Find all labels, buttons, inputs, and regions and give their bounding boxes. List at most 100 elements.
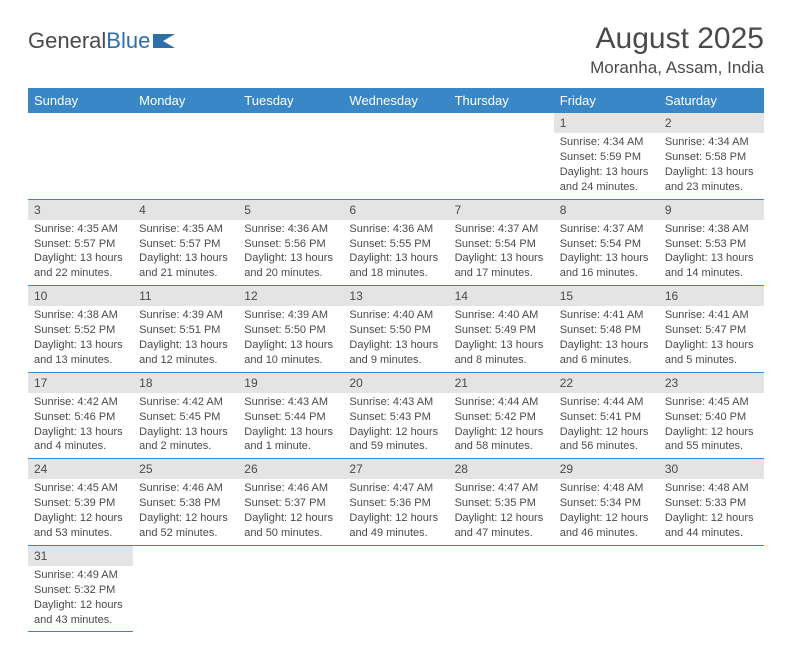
calendar-cell: 28Sunrise: 4:47 AMSunset: 5:35 PMDayligh… (449, 459, 554, 546)
day-body: Sunrise: 4:46 AMSunset: 5:37 PMDaylight:… (238, 479, 343, 544)
daylight-text: Daylight: 13 hours and 22 minutes. (34, 251, 127, 281)
daylight-text: Daylight: 13 hours and 20 minutes. (244, 251, 337, 281)
calendar-cell: 20Sunrise: 4:43 AMSunset: 5:43 PMDayligh… (343, 372, 448, 459)
calendar-cell: 2Sunrise: 4:34 AMSunset: 5:58 PMDaylight… (659, 113, 764, 199)
day-number: 30 (659, 459, 764, 479)
sunset-text: Sunset: 5:35 PM (455, 496, 548, 511)
day-header-wednesday: Wednesday (343, 88, 448, 113)
daylight-text: Daylight: 12 hours and 44 minutes. (665, 511, 758, 541)
day-body: Sunrise: 4:39 AMSunset: 5:51 PMDaylight:… (133, 306, 238, 371)
daylight-text: Daylight: 12 hours and 58 minutes. (455, 425, 548, 455)
calendar-cell: 15Sunrise: 4:41 AMSunset: 5:48 PMDayligh… (554, 286, 659, 373)
daylight-text: Daylight: 13 hours and 12 minutes. (139, 338, 232, 368)
calendar-cell (449, 545, 554, 632)
day-number: 12 (238, 286, 343, 306)
sunrise-text: Sunrise: 4:41 AM (560, 308, 653, 323)
sunrise-text: Sunrise: 4:38 AM (34, 308, 127, 323)
sunset-text: Sunset: 5:39 PM (34, 496, 127, 511)
sunrise-text: Sunrise: 4:40 AM (349, 308, 442, 323)
calendar-cell: 27Sunrise: 4:47 AMSunset: 5:36 PMDayligh… (343, 459, 448, 546)
day-number: 27 (343, 459, 448, 479)
calendar-cell: 1Sunrise: 4:34 AMSunset: 5:59 PMDaylight… (554, 113, 659, 199)
day-body: Sunrise: 4:35 AMSunset: 5:57 PMDaylight:… (28, 220, 133, 285)
sunrise-text: Sunrise: 4:37 AM (455, 222, 548, 237)
calendar-row: 31Sunrise: 4:49 AMSunset: 5:32 PMDayligh… (28, 545, 764, 632)
sunset-text: Sunset: 5:54 PM (560, 237, 653, 252)
day-number: 19 (238, 373, 343, 393)
calendar-cell: 14Sunrise: 4:40 AMSunset: 5:49 PMDayligh… (449, 286, 554, 373)
sunrise-text: Sunrise: 4:42 AM (34, 395, 127, 410)
day-body: Sunrise: 4:37 AMSunset: 5:54 PMDaylight:… (554, 220, 659, 285)
daylight-text: Daylight: 13 hours and 16 minutes. (560, 251, 653, 281)
day-body: Sunrise: 4:46 AMSunset: 5:38 PMDaylight:… (133, 479, 238, 544)
sunset-text: Sunset: 5:56 PM (244, 237, 337, 252)
calendar-cell (28, 113, 133, 199)
calendar-cell: 9Sunrise: 4:38 AMSunset: 5:53 PMDaylight… (659, 199, 764, 286)
calendar-body: 1Sunrise: 4:34 AMSunset: 5:59 PMDaylight… (28, 113, 764, 632)
sunrise-text: Sunrise: 4:34 AM (560, 135, 653, 150)
day-body: Sunrise: 4:36 AMSunset: 5:56 PMDaylight:… (238, 220, 343, 285)
day-body: Sunrise: 4:47 AMSunset: 5:36 PMDaylight:… (343, 479, 448, 544)
sunrise-text: Sunrise: 4:35 AM (139, 222, 232, 237)
day-number: 21 (449, 373, 554, 393)
daylight-text: Daylight: 13 hours and 21 minutes. (139, 251, 232, 281)
calendar-cell: 22Sunrise: 4:44 AMSunset: 5:41 PMDayligh… (554, 372, 659, 459)
daylight-text: Daylight: 12 hours and 56 minutes. (560, 425, 653, 455)
daylight-text: Daylight: 12 hours and 59 minutes. (349, 425, 442, 455)
sunset-text: Sunset: 5:40 PM (665, 410, 758, 425)
daylight-text: Daylight: 12 hours and 49 minutes. (349, 511, 442, 541)
sunset-text: Sunset: 5:34 PM (560, 496, 653, 511)
day-body: Sunrise: 4:40 AMSunset: 5:49 PMDaylight:… (449, 306, 554, 371)
day-body: Sunrise: 4:43 AMSunset: 5:44 PMDaylight:… (238, 393, 343, 458)
daylight-text: Daylight: 13 hours and 14 minutes. (665, 251, 758, 281)
daylight-text: Daylight: 12 hours and 55 minutes. (665, 425, 758, 455)
day-body: Sunrise: 4:48 AMSunset: 5:34 PMDaylight:… (554, 479, 659, 544)
sunrise-text: Sunrise: 4:42 AM (139, 395, 232, 410)
day-number: 7 (449, 200, 554, 220)
day-header-row: Sunday Monday Tuesday Wednesday Thursday… (28, 88, 764, 113)
day-number: 28 (449, 459, 554, 479)
day-number: 2 (659, 113, 764, 133)
sunset-text: Sunset: 5:50 PM (244, 323, 337, 338)
calendar-cell: 30Sunrise: 4:48 AMSunset: 5:33 PMDayligh… (659, 459, 764, 546)
calendar-cell (659, 545, 764, 632)
day-body: Sunrise: 4:36 AMSunset: 5:55 PMDaylight:… (343, 220, 448, 285)
sunrise-text: Sunrise: 4:46 AM (244, 481, 337, 496)
sunset-text: Sunset: 5:48 PM (560, 323, 653, 338)
sunrise-text: Sunrise: 4:41 AM (665, 308, 758, 323)
calendar-cell (449, 113, 554, 199)
calendar-cell (238, 545, 343, 632)
daylight-text: Daylight: 12 hours and 52 minutes. (139, 511, 232, 541)
calendar-cell: 21Sunrise: 4:44 AMSunset: 5:42 PMDayligh… (449, 372, 554, 459)
calendar-cell: 5Sunrise: 4:36 AMSunset: 5:56 PMDaylight… (238, 199, 343, 286)
day-body: Sunrise: 4:35 AMSunset: 5:57 PMDaylight:… (133, 220, 238, 285)
day-header-sunday: Sunday (28, 88, 133, 113)
daylight-text: Daylight: 13 hours and 17 minutes. (455, 251, 548, 281)
sunrise-text: Sunrise: 4:37 AM (560, 222, 653, 237)
daylight-text: Daylight: 12 hours and 53 minutes. (34, 511, 127, 541)
header: GeneralBlue August 2025 Moranha, Assam, … (28, 22, 764, 78)
calendar-cell: 6Sunrise: 4:36 AMSunset: 5:55 PMDaylight… (343, 199, 448, 286)
day-number: 8 (554, 200, 659, 220)
calendar-cell: 8Sunrise: 4:37 AMSunset: 5:54 PMDaylight… (554, 199, 659, 286)
daylight-text: Daylight: 13 hours and 24 minutes. (560, 165, 653, 195)
daylight-text: Daylight: 13 hours and 4 minutes. (34, 425, 127, 455)
sunset-text: Sunset: 5:36 PM (349, 496, 442, 511)
day-body: Sunrise: 4:41 AMSunset: 5:48 PMDaylight:… (554, 306, 659, 371)
calendar-cell: 31Sunrise: 4:49 AMSunset: 5:32 PMDayligh… (28, 545, 133, 632)
logo-text-blue: Blue (106, 28, 150, 54)
day-body: Sunrise: 4:42 AMSunset: 5:46 PMDaylight:… (28, 393, 133, 458)
day-body: Sunrise: 4:48 AMSunset: 5:33 PMDaylight:… (659, 479, 764, 544)
sunset-text: Sunset: 5:44 PM (244, 410, 337, 425)
sunset-text: Sunset: 5:41 PM (560, 410, 653, 425)
sunrise-text: Sunrise: 4:35 AM (34, 222, 127, 237)
sunrise-text: Sunrise: 4:40 AM (455, 308, 548, 323)
daylight-text: Daylight: 13 hours and 18 minutes. (349, 251, 442, 281)
day-number: 1 (554, 113, 659, 133)
calendar-cell: 19Sunrise: 4:43 AMSunset: 5:44 PMDayligh… (238, 372, 343, 459)
calendar-cell: 24Sunrise: 4:45 AMSunset: 5:39 PMDayligh… (28, 459, 133, 546)
logo-text-general: General (28, 28, 106, 54)
sunset-text: Sunset: 5:51 PM (139, 323, 232, 338)
day-body: Sunrise: 4:39 AMSunset: 5:50 PMDaylight:… (238, 306, 343, 371)
title-block: August 2025 Moranha, Assam, India (590, 22, 764, 78)
